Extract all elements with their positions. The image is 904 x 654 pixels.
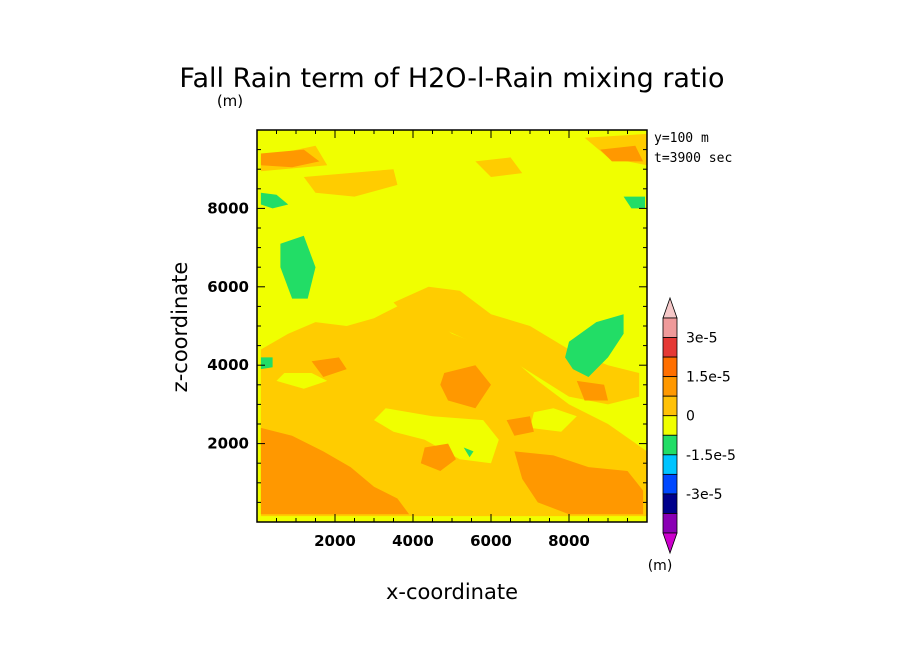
contour-region-negative_low-19 — [280, 235, 316, 299]
contour-region-positive_mid-9 — [440, 365, 491, 409]
colorbar-swatch — [662, 395, 678, 417]
contour-region-positive_mid-18 — [307, 459, 335, 479]
colorbar-top-arrow — [662, 296, 678, 319]
x-tick-label: 8000 — [548, 532, 590, 550]
x-axis-ticks: 2000 4000 6000 8000 — [276, 130, 628, 550]
contour-region-positive_low-2 — [303, 169, 398, 197]
colorbar-swatch — [662, 513, 678, 534]
colorbar-tick-label: -1.5e-5 — [686, 448, 736, 464]
y-tick-label: 6000 — [207, 278, 249, 296]
contour-region-positive_mid-10 — [260, 427, 410, 515]
contour-region-positive_mid-17 — [576, 380, 608, 401]
contour-region-positive_low-5 — [475, 157, 523, 177]
contour-region-positive_mid-14 — [600, 145, 644, 162]
colorbar-swatch — [662, 473, 678, 495]
colorbar: 3e-5 1.5e-5 0 -1.5e-5 -3e-5 — [662, 296, 736, 555]
colorbar-tick-label: 0 — [686, 409, 695, 425]
colorbar-tick-label: 1.5e-5 — [686, 370, 731, 386]
colorbar-tick-label: 3e-5 — [686, 331, 717, 347]
y-tick-label: 4000 — [207, 356, 249, 374]
contour-region-negative_low-23 — [260, 357, 273, 370]
colorbar-unit-label: (m) — [648, 558, 673, 574]
contour-region-negative_low-24 — [463, 447, 474, 458]
y-axis-ticks: 2000 4000 6000 8000 — [207, 149, 647, 503]
contour-region-positive_mid-15 — [311, 357, 347, 377]
colorbar-swatch — [662, 434, 678, 456]
colorbar-swatch — [662, 376, 678, 397]
y-tick-label: 8000 — [207, 199, 249, 217]
contour-region-near_zero-7 — [276, 373, 328, 389]
contour-region-positive_mid-13 — [260, 149, 320, 168]
contour-regions — [260, 133, 647, 517]
contour-region-negative_low-22 — [565, 314, 624, 377]
contour-region-near_zero-8 — [530, 408, 577, 432]
contour-region-negative_low-21 — [623, 196, 645, 209]
annotation-time: t=3900 sec — [654, 151, 732, 166]
title-unit-label: (m) — [217, 92, 243, 110]
contour-region-positive_low-1 — [393, 286, 640, 405]
y-tick-label: 2000 — [207, 435, 249, 453]
x-tick-label: 6000 — [470, 532, 512, 550]
annotation-y-slice: y=100 m — [654, 131, 709, 146]
colorbar-swatch — [662, 454, 678, 475]
contour-region-positive_mid-11 — [514, 451, 644, 515]
contour-region-positive_mid-12 — [420, 443, 456, 471]
x-axis-label: x-coordinate — [386, 580, 518, 604]
colorbar-bottom-arrow — [662, 532, 678, 555]
colorbar-swatch — [662, 337, 678, 358]
plot-area: 2000 4000 6000 8000 2000 4000 6000 8000 — [207, 129, 648, 550]
x-tick-label: 4000 — [392, 532, 434, 550]
colorbar-tick-label: -3e-5 — [686, 487, 723, 503]
chart-title: Fall Rain term of H2O-l-Rain mixing rati… — [179, 63, 724, 94]
contour-region-negative_low-20 — [260, 192, 289, 209]
colorbar-swatch — [662, 317, 678, 338]
x-tick-label: 2000 — [314, 532, 356, 550]
y-axis-label: z-coordinate — [168, 262, 192, 393]
colorbar-swatch — [662, 415, 678, 436]
colorbar-swatch — [662, 356, 678, 378]
contour-region-positive_mid-16 — [506, 416, 534, 436]
colorbar-swatch — [662, 493, 678, 514]
